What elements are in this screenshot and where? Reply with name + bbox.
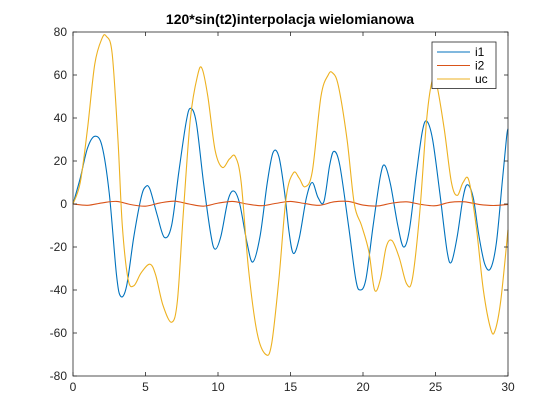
y-tick-label-80: 80 bbox=[54, 25, 68, 39]
y-tick-label-0: 0 bbox=[60, 197, 67, 211]
x-tick-label-30: 30 bbox=[501, 380, 515, 394]
x-tick-label-25: 25 bbox=[429, 380, 443, 394]
legend-label-uc: uc bbox=[475, 72, 488, 86]
x-tick-label-15: 15 bbox=[284, 380, 298, 394]
x-tick-label-20: 20 bbox=[356, 380, 370, 394]
y-tick-label--20: -20 bbox=[50, 240, 68, 254]
x-tick-label-0: 0 bbox=[70, 380, 77, 394]
y-tick-label--40: -40 bbox=[50, 283, 68, 297]
axes-layer: 0 5 10 15 20 25 30 -80 -60 -40 -20 0 20 40 60 80 bbox=[50, 25, 515, 394]
y-tick-label-20: 20 bbox=[54, 154, 68, 168]
legend-label-i2: i2 bbox=[475, 59, 485, 73]
chart-title: 120*sin(t2)interpolacja wielomianowa bbox=[166, 11, 414, 27]
series-line-i1 bbox=[72, 107, 509, 298]
y-tick-label-40: 40 bbox=[54, 111, 68, 125]
y-tick-label--60: -60 bbox=[50, 326, 68, 340]
legend-label-i1: i1 bbox=[475, 45, 485, 59]
plot-background bbox=[73, 32, 508, 376]
y-tick-label--80: -80 bbox=[50, 369, 68, 383]
series-line-i2 bbox=[72, 200, 509, 207]
x-tick-label-10: 10 bbox=[211, 380, 225, 394]
y-tick-label-60: 60 bbox=[54, 68, 68, 82]
x-tick-label-5: 5 bbox=[142, 380, 149, 394]
